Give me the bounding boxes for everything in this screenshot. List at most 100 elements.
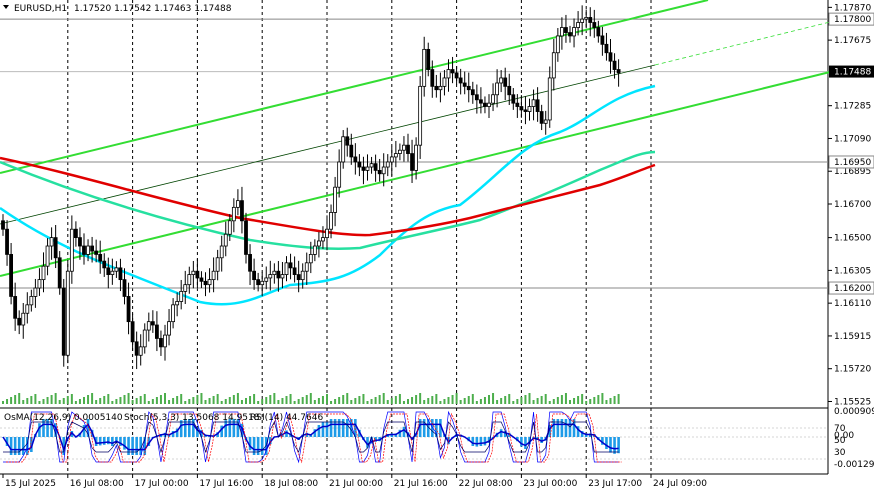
volume-bar (228, 397, 231, 404)
candle-body (333, 186, 338, 213)
osma-bar (439, 419, 442, 437)
candle-body (268, 274, 273, 279)
osma-bar (471, 437, 475, 446)
osma-bar (520, 437, 523, 447)
candle-body (410, 153, 414, 171)
candle-body (256, 279, 261, 286)
volume-bar (589, 399, 592, 404)
candle-body (240, 200, 244, 222)
volume-bar (544, 394, 547, 404)
candle-body (130, 321, 135, 343)
level-price-tag (828, 155, 874, 169)
volume-bar (212, 396, 215, 404)
candle-body (86, 245, 90, 255)
candle-body (406, 144, 410, 154)
volume-bar (46, 397, 49, 404)
time-tick-label: 18 Jul 08:00 (264, 479, 318, 489)
candle-body (511, 94, 516, 104)
osma-bar (248, 437, 252, 451)
candle-body (150, 321, 155, 326)
osma-bar (435, 419, 438, 437)
volume-bar (492, 393, 495, 404)
volume-bar (26, 398, 29, 404)
candle-body (584, 17, 589, 20)
volume-bar (564, 393, 567, 404)
volume-bar (180, 394, 183, 404)
candle-body (102, 260, 107, 269)
volume-bar (196, 395, 199, 404)
volume-bar (216, 394, 219, 404)
osma-bar (528, 437, 531, 445)
candle-body (138, 346, 143, 356)
candle-body (264, 277, 269, 282)
volume-bar (528, 393, 531, 404)
volume-bar (467, 396, 470, 404)
candle-body (576, 22, 580, 28)
candle-body (252, 270, 257, 281)
osma-bar (216, 432, 219, 437)
indicator-panel (0, 410, 828, 464)
candle-body (483, 102, 487, 107)
volume-bar (87, 395, 90, 404)
candle-body (1, 220, 5, 230)
time-tick-label: 21 Jul 00:00 (329, 479, 383, 489)
price-axis[interactable]: 1.17870 1.17675 1.17285 1.17090 1.16895 1.167… (828, 3, 874, 470)
candle-body (434, 85, 439, 91)
osma-bar (560, 419, 564, 437)
osma-bar (426, 419, 430, 437)
price-tick-label: 1.17285 (834, 102, 871, 112)
volume-bar (172, 398, 175, 404)
candle-body (45, 245, 50, 267)
osma-bar (329, 419, 333, 437)
candle-body (187, 274, 192, 286)
volume-bar (577, 396, 580, 404)
osma-bar (402, 426, 406, 437)
candle-body (13, 296, 18, 319)
osma-bar (50, 419, 53, 437)
osma-bar (337, 419, 341, 437)
volume-bar (508, 394, 511, 404)
candle-body (316, 240, 321, 247)
candle-body (470, 89, 475, 96)
price-tick-label: 1.16110 (834, 299, 871, 309)
osma-bar (605, 437, 608, 449)
candle-body (588, 17, 593, 23)
volume-bar (415, 395, 418, 404)
stoch-main-line (3, 410, 619, 464)
volume-bar (370, 399, 373, 404)
candle-body (393, 153, 398, 158)
volume-bar (479, 399, 482, 404)
osma-bar (256, 437, 260, 455)
osma-bar (21, 437, 25, 455)
osma-bar (119, 437, 122, 446)
candle-body (82, 245, 86, 255)
candle-body (57, 257, 62, 289)
volume-bar (496, 400, 499, 404)
osma-bar (548, 425, 552, 437)
volume-bar (512, 401, 515, 404)
candle-body (171, 304, 176, 323)
osma-bar (321, 422, 325, 437)
volume-bar (305, 395, 308, 404)
candle-body (284, 262, 289, 275)
volume-bar (402, 401, 405, 404)
candle-body (531, 99, 536, 107)
candle-body (596, 27, 601, 37)
osma-bar (341, 419, 345, 437)
volume-bar (548, 401, 551, 404)
time-axis[interactable]: 15 Jul 2025 16 Jul 08:00 17 Jul 00:00 17 Ju… (2, 474, 707, 489)
candle-body (126, 296, 131, 323)
osma-bar (42, 419, 45, 437)
candle-body (78, 237, 82, 247)
osma-bar (102, 437, 106, 445)
volume-bar (91, 393, 94, 404)
volume-bar (277, 400, 280, 404)
volume-bar (74, 401, 77, 404)
candle-body (195, 270, 200, 279)
candle-body (499, 77, 504, 84)
osma-bar (483, 437, 487, 446)
time-tick-label: 23 Jul 00:00 (523, 479, 577, 489)
volume-bar (569, 400, 571, 404)
volume-bar (398, 394, 401, 404)
